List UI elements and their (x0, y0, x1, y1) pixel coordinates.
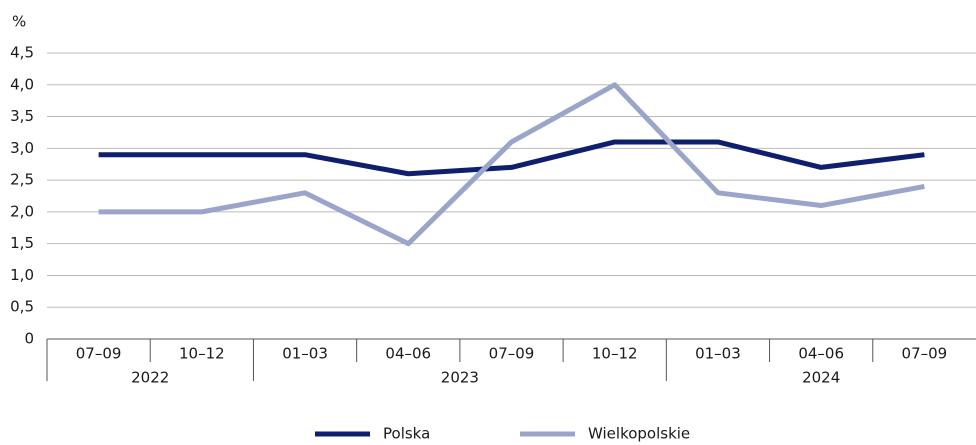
x-tick-label: 10–12 (592, 345, 638, 363)
x-tick-label: 01–03 (282, 345, 328, 363)
x-tick-label: 07–09 (902, 345, 948, 363)
x-tick-label: 10–12 (179, 345, 225, 363)
y-tick-label: 4,5 (10, 44, 34, 62)
series-line (98, 82, 925, 247)
legend-label: Polska (383, 425, 430, 443)
y-tick-label: 2,5 (10, 171, 34, 189)
group-label: 2023 (441, 369, 479, 387)
y-tick-label: 2,0 (10, 202, 34, 220)
y-tick-label: 0,5 (10, 298, 34, 316)
legend-label: Wielkopolskie (588, 425, 690, 443)
x-tick-label: 07–09 (489, 345, 535, 363)
y-tick-label: 1,5 (10, 234, 34, 252)
group-label: 2024 (802, 369, 840, 387)
group-label: 2022 (131, 369, 169, 387)
y-tick-label: 4,0 (10, 75, 34, 93)
y-tick-label: 3,5 (10, 107, 34, 125)
y-tick-label: 1,0 (10, 266, 34, 284)
x-tick-label: 07–09 (76, 345, 122, 363)
x-tick-label: 04–06 (798, 345, 844, 363)
series-line (98, 139, 925, 177)
y-tick-label: 3,0 (10, 139, 34, 157)
x-tick-label: 01–03 (695, 345, 741, 363)
x-tick-label: 04–06 (385, 345, 431, 363)
y-tick-label: 0 (24, 330, 34, 348)
y-unit: % (12, 13, 26, 31)
